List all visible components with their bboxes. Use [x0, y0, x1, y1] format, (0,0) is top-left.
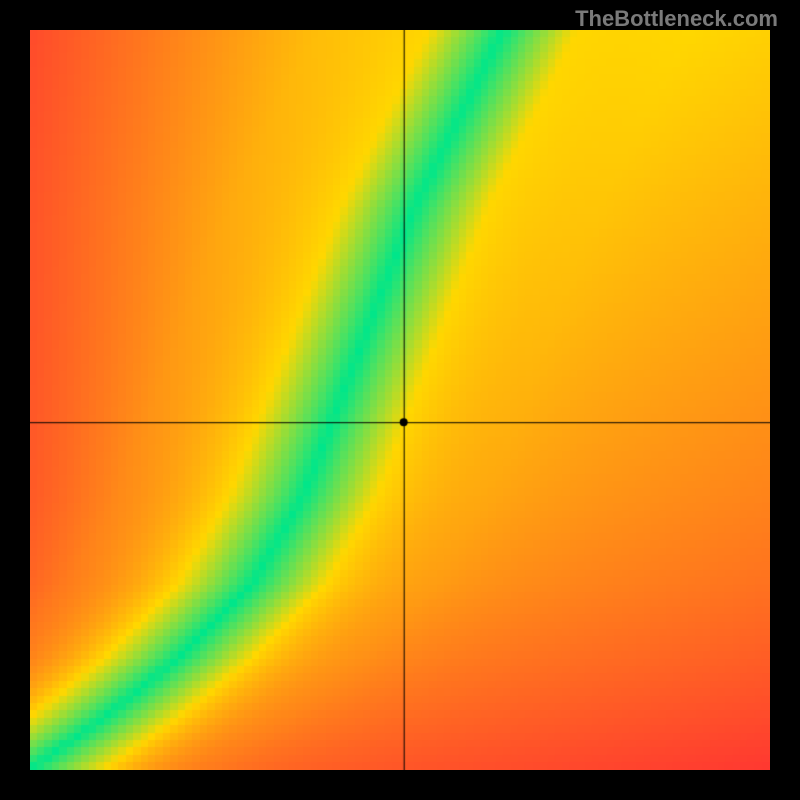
heatmap-canvas	[30, 30, 770, 770]
watermark-text: TheBottleneck.com	[575, 6, 778, 32]
bottleneck-heatmap	[30, 30, 770, 770]
